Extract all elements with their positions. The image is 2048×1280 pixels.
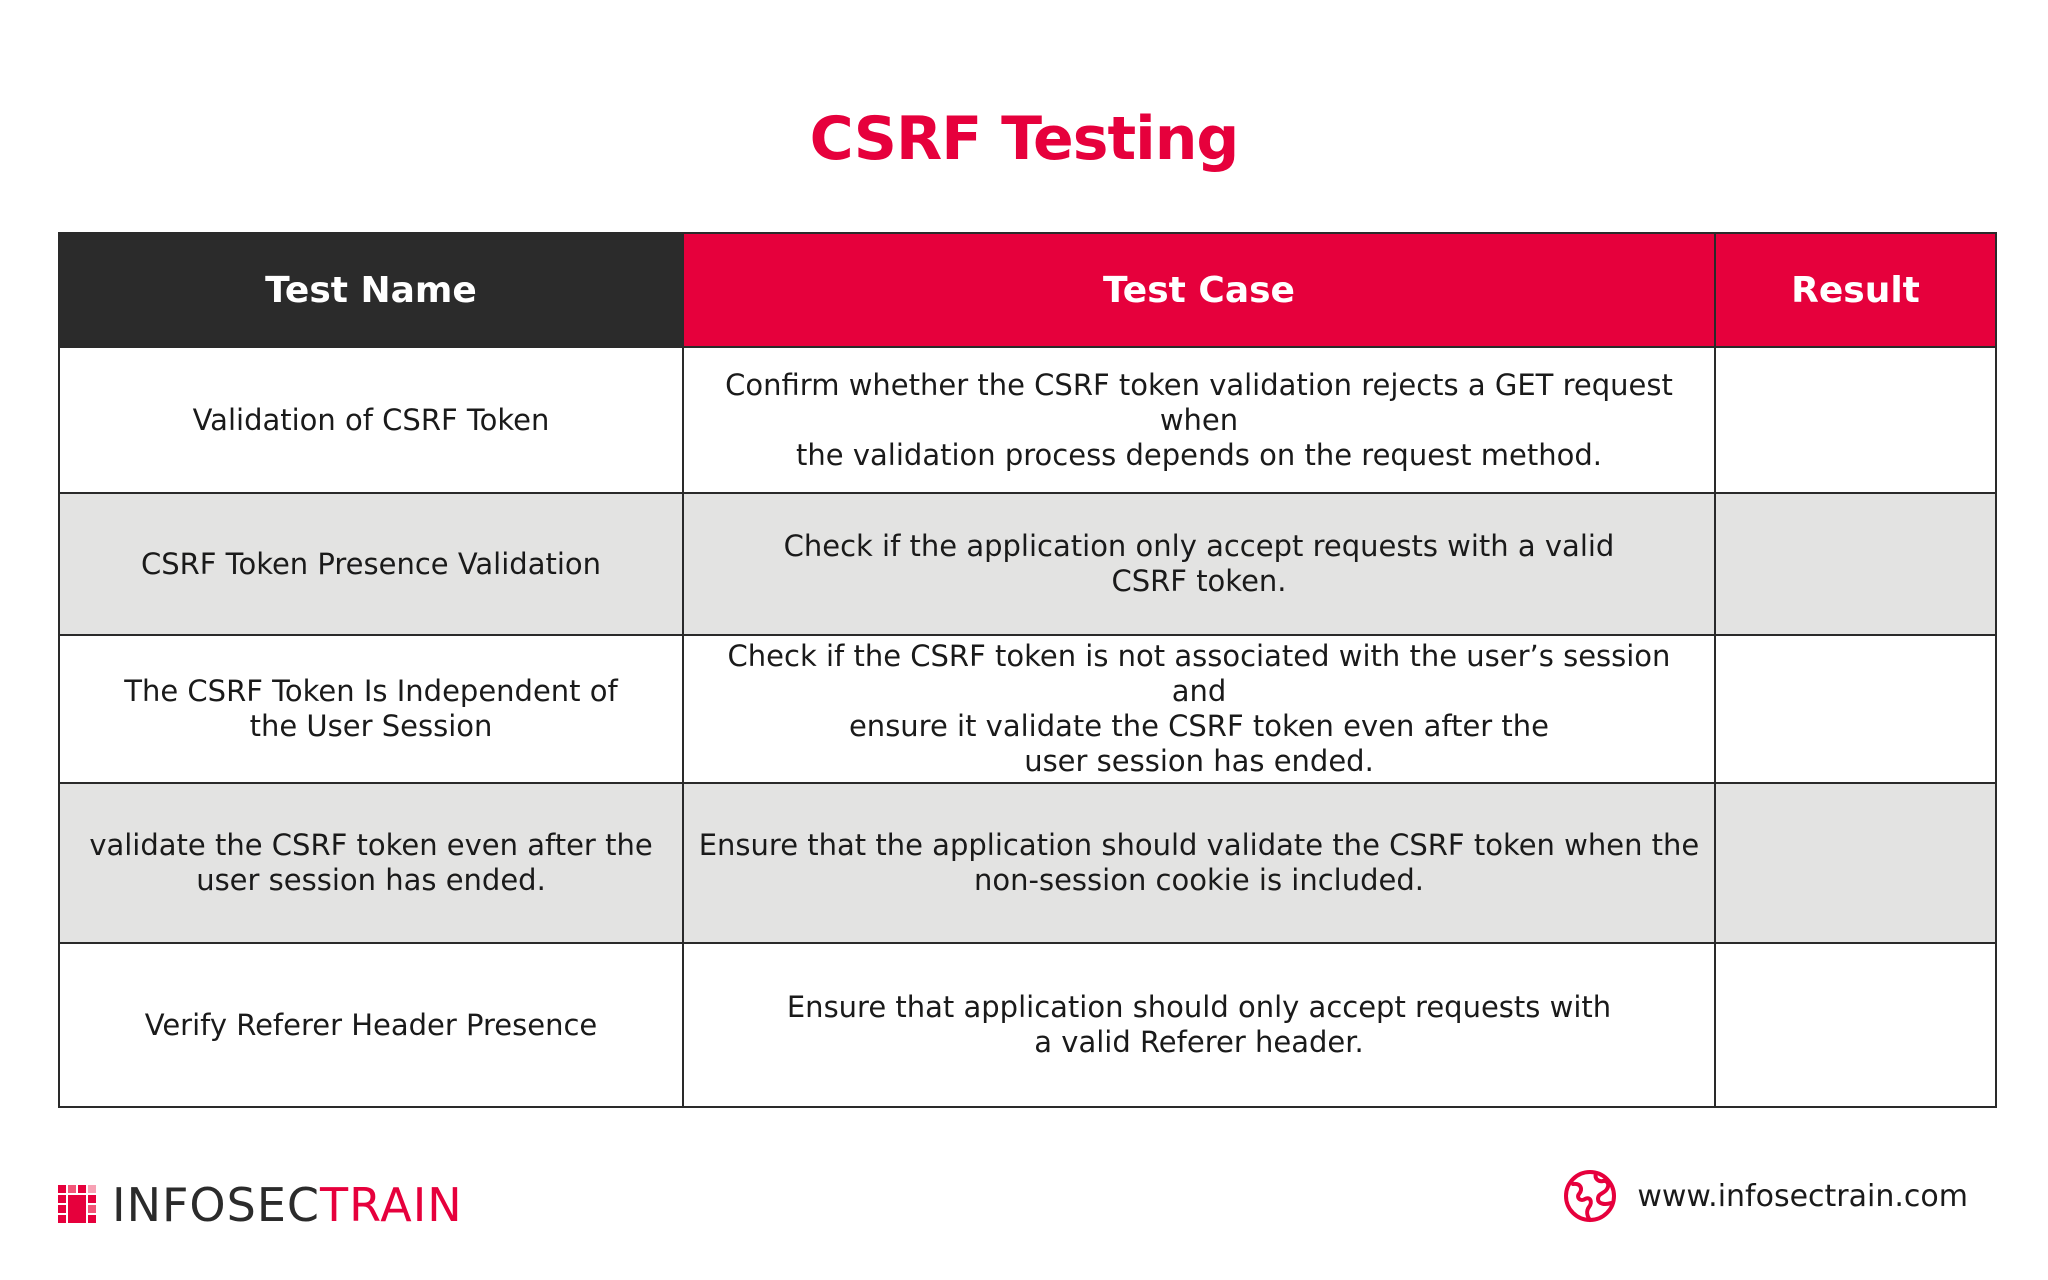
header-test-name: Test Name xyxy=(58,232,684,348)
test-name-cell: The CSRF Token Is Independent of the Use… xyxy=(58,634,684,784)
result-cell[interactable] xyxy=(1714,346,1997,494)
test-name-cell: CSRF Token Presence Validation xyxy=(58,492,684,636)
website-url[interactable]: www.infosectrain.com xyxy=(1637,1178,1968,1214)
header-result: Result xyxy=(1714,232,1997,348)
table-row: validate the CSRF token even after the u… xyxy=(58,782,1997,944)
test-case-cell: Ensure that application should only acce… xyxy=(682,942,1716,1108)
test-case-cell: Check if the CSRF token is not associate… xyxy=(682,634,1716,784)
test-case-line: Check if the CSRF token is not associate… xyxy=(727,639,1671,708)
table-row: Verify Referer Header Presence Ensure th… xyxy=(58,942,1997,1108)
test-name-line: CSRF Token Presence Validation xyxy=(140,546,602,581)
brand-name: INFOSECTRAIN xyxy=(112,1178,463,1232)
table-header-row: Test Name Test Case Result xyxy=(58,232,1997,348)
test-case-line: Ensure that application should only acce… xyxy=(786,990,1612,1024)
test-case-line: Check if the application only accept req… xyxy=(783,529,1615,563)
test-name-cell: Verify Referer Header Presence xyxy=(58,942,684,1108)
test-case-cell: Confirm whether the CSRF token validatio… xyxy=(682,346,1716,494)
page-title: CSRF Testing xyxy=(809,104,1240,174)
brand-name-part2: TRAIN xyxy=(320,1178,463,1232)
csrf-test-table: Test Name Test Case Result Validation of… xyxy=(58,232,1997,1108)
test-name-line: the User Session xyxy=(249,709,493,743)
test-case-line: a valid Referer header. xyxy=(1034,1025,1364,1059)
table-row: Validation of CSRF Token Confirm whether… xyxy=(58,346,1997,494)
test-case-line: ensure it validate the CSRF token even a… xyxy=(848,709,1550,743)
test-name-cell: Validation of CSRF Token xyxy=(58,346,684,494)
result-cell[interactable] xyxy=(1714,782,1997,944)
test-case-line: CSRF token. xyxy=(1111,564,1287,598)
website-link[interactable]: www.infosectrain.com xyxy=(1563,1168,1968,1224)
test-case-line: Confirm whether the CSRF token validatio… xyxy=(725,367,1673,437)
test-case-line: non-session cookie is included. xyxy=(974,863,1424,897)
table-row: CSRF Token Presence Validation Check if … xyxy=(58,492,1997,636)
test-name-line: validate the CSRF token even after the xyxy=(89,828,653,862)
result-cell[interactable] xyxy=(1714,634,1997,784)
brand-logo: INFOSECTRAIN xyxy=(58,1178,463,1232)
brand-name-part1: INFOSEC xyxy=(112,1178,321,1232)
globe-icon xyxy=(1564,1170,1617,1222)
test-name-line: Verify Referer Header Presence xyxy=(144,1007,598,1042)
result-cell[interactable] xyxy=(1714,492,1997,636)
infosectrain-logo-icon xyxy=(58,1185,96,1223)
test-case-line: Ensure that the application should valid… xyxy=(698,828,1700,862)
test-case-cell: Ensure that the application should valid… xyxy=(682,782,1716,944)
test-name-line: Validation of CSRF Token xyxy=(192,402,550,437)
test-name-line: The CSRF Token Is Independent of xyxy=(124,674,618,708)
test-name-cell: validate the CSRF token even after the u… xyxy=(58,782,684,944)
test-case-line: user session has ended. xyxy=(1024,744,1374,778)
table-row: The CSRF Token Is Independent of the Use… xyxy=(58,634,1997,784)
result-cell[interactable] xyxy=(1714,942,1997,1108)
test-name-line: user session has ended. xyxy=(196,863,546,897)
test-case-cell: Check if the application only accept req… xyxy=(682,492,1716,636)
test-case-line: the validation process depends on the re… xyxy=(796,437,1602,472)
header-test-case: Test Case xyxy=(682,232,1716,348)
